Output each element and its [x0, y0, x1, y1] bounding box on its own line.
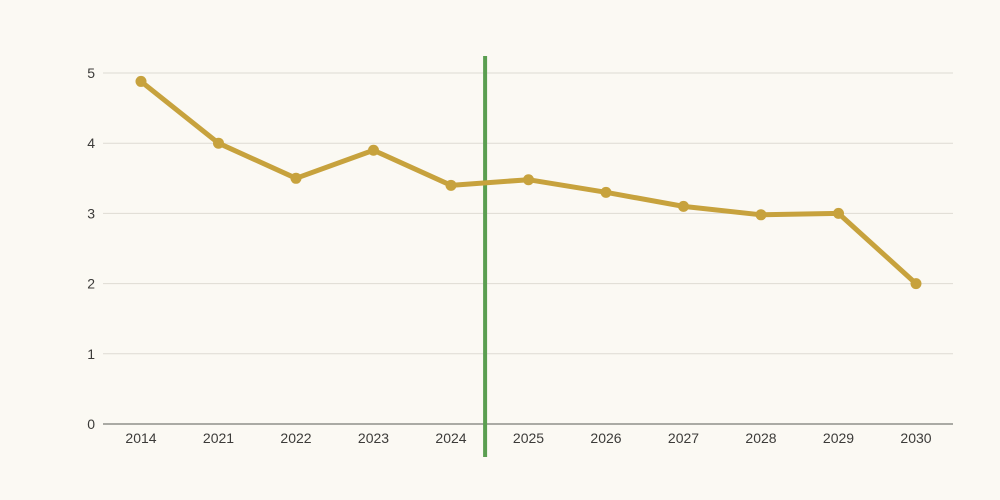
x-tick-label: 2026	[590, 430, 621, 446]
y-tick-label: 2	[87, 276, 95, 292]
x-tick-label: 2021	[203, 430, 234, 446]
data-point	[445, 179, 457, 191]
data-point	[600, 186, 612, 198]
data-point	[910, 278, 922, 290]
y-tick-label: 5	[87, 65, 95, 81]
data-point	[755, 209, 767, 221]
y-tick-label: 0	[87, 416, 95, 432]
x-tick-label: 2027	[668, 430, 699, 446]
x-tick-label: 2028	[745, 430, 776, 446]
x-tick-label: 2014	[125, 430, 156, 446]
y-tick-label: 4	[87, 135, 95, 151]
data-point	[368, 144, 379, 156]
x-tick-label: 2030	[900, 430, 931, 446]
x-tick-label: 2024	[435, 430, 466, 446]
x-tick-label: 2025	[513, 430, 544, 446]
data-point	[678, 200, 689, 212]
data-point	[833, 207, 844, 219]
data-point	[523, 174, 534, 186]
data-point	[213, 137, 224, 149]
data-point	[290, 172, 302, 184]
x-tick-label: 2022	[280, 430, 311, 446]
x-tick-label: 2029	[823, 430, 854, 446]
data-point	[135, 75, 147, 87]
x-tick-label: 2023	[358, 430, 389, 446]
y-tick-label: 1	[87, 346, 95, 362]
y-tick-label: 3	[87, 205, 95, 221]
